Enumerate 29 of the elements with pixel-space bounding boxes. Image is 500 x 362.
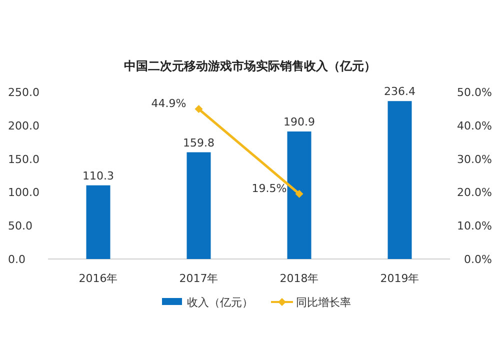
y2-tick-label: 20.0% (457, 186, 492, 200)
bar (86, 185, 110, 259)
y-tick-label: 0.0 (8, 253, 26, 266)
y-tick-label: 250.0 (8, 86, 40, 99)
data-label: 110.3 (82, 169, 114, 182)
data-label: 236.4 (384, 85, 416, 98)
chart-title: 中国二次元移动游戏市场实际销售收入（亿元） (124, 59, 376, 73)
bar (388, 101, 412, 259)
y2-tick-label: 40.0% (457, 119, 492, 132)
data-label: 159.8 (183, 136, 214, 150)
bar (287, 131, 312, 259)
x-tick-label: 2016年 (78, 272, 118, 285)
x-tick-label: 2019年 (380, 272, 420, 285)
x-tick-label: 2017年 (179, 272, 218, 285)
legend-label: 收入（亿元） (187, 296, 253, 309)
y2-tick-label: 10.0% (457, 220, 492, 233)
y2-tick-label: 50.0% (457, 86, 492, 99)
bar (186, 152, 211, 259)
data-label: 190.9 (284, 115, 315, 128)
y-tick-label: 150.0 (8, 152, 40, 166)
y-tick-label: 50.0 (8, 220, 32, 233)
y-tick-label: 200.0 (8, 119, 40, 132)
data-label: 44.9% (151, 97, 186, 110)
legend-label: 同比增长率 (296, 296, 351, 309)
x-tick-label: 2018年 (280, 272, 319, 285)
y2-tick-label: 30.0% (457, 152, 492, 166)
data-label: 19.5% (252, 182, 287, 195)
y2-tick-label: 0.0% (464, 253, 492, 266)
y-tick-label: 100.0 (8, 186, 40, 200)
